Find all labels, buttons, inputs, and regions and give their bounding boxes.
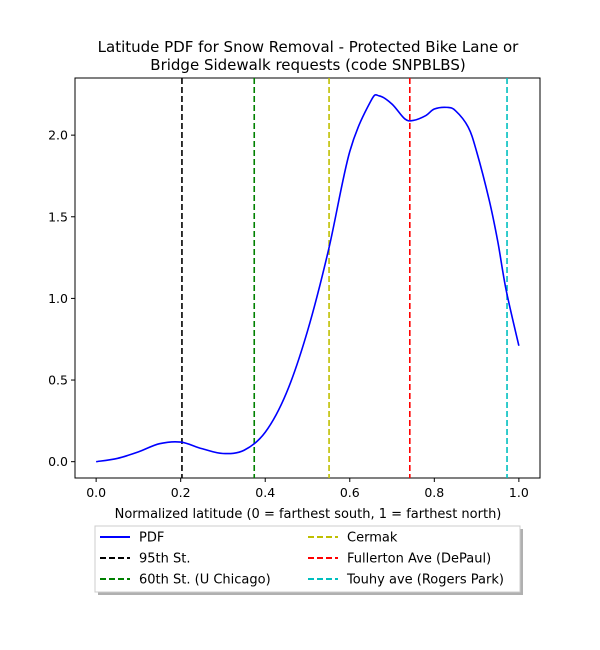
legend-items: PDF 95th St. 60th St. (U Chicago) Cermak Ful…: [100, 531, 504, 588]
y-axis-ticks: 0.0 0.5 1.0 1.5 2.0: [48, 128, 75, 469]
chart-title-line-2: Bridge Sidewalk requests (code SNPBLBS): [150, 56, 465, 74]
y-tick-label: 0.5: [48, 373, 68, 388]
series-line-1: [96, 93, 520, 463]
legend-label: 95th St.: [139, 552, 191, 567]
chart-title-line-1: Latitude PDF for Snow Removal - Protecte…: [98, 38, 519, 56]
x-tick-label: 0.4: [255, 485, 275, 500]
reference-lines: [181, 78, 508, 478]
y-tick-label: 2.0: [48, 128, 68, 143]
legend-label: Touhy ave (Rogers Park): [346, 573, 504, 588]
x-axis-label: Normalized latitude (0 = farthest south,…: [115, 507, 502, 522]
x-tick-label: 1.0: [509, 485, 529, 500]
x-tick-label: 0.0: [86, 485, 106, 500]
y-tick-label: 0.0: [48, 454, 68, 469]
legend-label: Fullerton Ave (DePaul): [347, 552, 491, 567]
legend-label: 60th St. (U Chicago): [139, 573, 271, 588]
legend-label: PDF: [139, 531, 164, 546]
x-tick-label: 0.2: [171, 485, 191, 500]
chart-title: Latitude PDF for Snow Removal - Protecte…: [98, 38, 519, 74]
plot-area: [74, 77, 541, 479]
y-tick-label: 1.5: [48, 209, 68, 224]
x-axis-ticks: 0.0 0.2 0.4 0.6 0.8 1.0: [86, 478, 529, 500]
series-group: [96, 93, 520, 463]
y-tick-label: 1.0: [48, 291, 68, 306]
legend: PDF 95th St. 60th St. (U Chicago) Cermak Ful…: [94, 525, 523, 595]
x-tick-label: 0.6: [340, 485, 360, 500]
legend-label: Cermak: [347, 531, 398, 546]
legend-box: [94, 525, 521, 593]
x-tick-label: 0.8: [424, 485, 444, 500]
